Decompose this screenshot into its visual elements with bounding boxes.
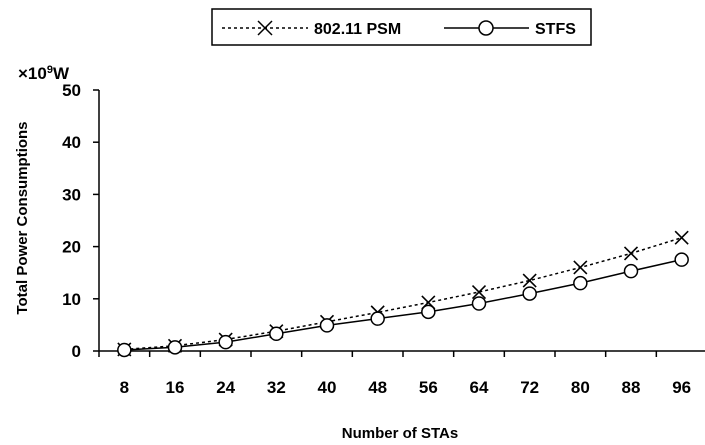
point-marker-stfs (370, 311, 385, 326)
point-marker-802-11-psm (674, 230, 689, 245)
point-marker-stfs (319, 318, 335, 333)
legend-box (211, 8, 592, 46)
x-tick-label: 16 (166, 378, 185, 397)
point-marker-stfs (421, 304, 436, 320)
point-marker-802-11-psm (522, 273, 537, 288)
legend: 802.11 PSM STFS (211, 8, 592, 46)
y-axis-unit-exponent: 9 (47, 64, 53, 76)
y-tick-label: 20 (62, 238, 81, 257)
point-marker-stfs (623, 263, 639, 279)
x-tick-label: 64 (470, 378, 489, 397)
point-marker-802-11-psm (471, 284, 487, 300)
y-axis-unit: ×109W (18, 64, 70, 83)
y-tick-label: 10 (62, 290, 81, 309)
x-tick-label: 32 (267, 378, 286, 397)
point-marker-stfs (471, 296, 487, 311)
x-tick-label: 40 (318, 378, 337, 397)
point-marker-802-11-psm (573, 260, 588, 275)
y-tick-label: 40 (62, 133, 81, 152)
x-tick-label: 8 (120, 378, 129, 397)
legend-psm-label: 802.11 PSM (314, 21, 401, 38)
point-marker-stfs (522, 286, 537, 301)
point-marker-stfs (167, 340, 183, 355)
plot-area (117, 230, 689, 358)
x-tick-label: 96 (672, 378, 691, 397)
x-tick-label: 56 (419, 378, 438, 397)
y-axis-unit-prefix: ×10 (18, 64, 47, 83)
x-tick-label: 80 (571, 378, 590, 397)
legend-psm-marker (257, 20, 273, 36)
y-axis-unit-suffix: W (53, 64, 70, 83)
series-line-stfs (124, 258, 682, 351)
y-tick-label: 30 (62, 185, 81, 204)
legend-stfs-label: STFS (535, 21, 576, 38)
point-marker-802-11-psm (623, 246, 639, 261)
legend-stfs-marker (478, 20, 494, 36)
y-tick-label: 50 (62, 81, 81, 100)
y-tick-label: 0 (72, 342, 81, 361)
x-tick-label: 48 (368, 378, 387, 397)
point-marker-stfs (117, 342, 132, 358)
axes: 0 10 20 30 40 50 8 16 24 32 40 48 56 64 72 80 88 96 (62, 81, 705, 397)
series-line-802-11-psm (124, 236, 682, 351)
x-axis-title: Number of STAs (342, 425, 458, 442)
point-marker-stfs (269, 326, 284, 342)
y-axis-title: Total Power Consumptions (14, 121, 31, 314)
x-tick-label: 88 (622, 378, 641, 397)
x-tick-label: 72 (520, 378, 539, 397)
point-marker-stfs (674, 252, 689, 267)
point-marker-stfs (573, 275, 588, 291)
point-marker-stfs (218, 334, 233, 350)
x-tick-label: 24 (216, 378, 235, 397)
